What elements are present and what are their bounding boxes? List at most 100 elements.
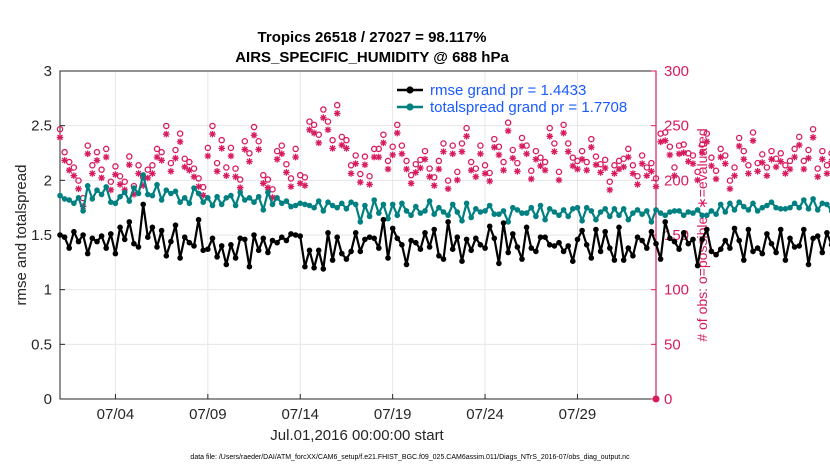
- totalspread-point: [154, 181, 160, 188]
- obs-evaluated-point: [490, 143, 498, 151]
- rmse-point: [496, 260, 502, 267]
- totalspread-point: [625, 216, 632, 223]
- rmse-point: [417, 246, 424, 252]
- obs-evaluated-point: [126, 161, 133, 169]
- obs-evaluated-point: [218, 145, 226, 152]
- obs-possible-point: [102, 145, 110, 153]
- obs-evaluated-point: [717, 153, 724, 161]
- obs-possible-point: [726, 177, 734, 184]
- obs-evaluated-point: [421, 155, 429, 163]
- totalspread-point: [491, 211, 498, 217]
- rmse-point: [491, 235, 498, 242]
- rmse-point: [768, 240, 775, 247]
- obs-evaluated-point: [712, 175, 720, 183]
- totalspread-point: [200, 199, 206, 205]
- totalspread-point: [385, 215, 391, 222]
- totalspread-point: [158, 197, 165, 203]
- rmse-point: [343, 256, 350, 262]
- obs-evaluated-point: [102, 153, 110, 161]
- x-tick-label: 07/14: [281, 406, 319, 423]
- obs-evaluated-point: [819, 155, 826, 163]
- obs-possible-point: [232, 165, 239, 172]
- rmse-point: [500, 220, 507, 226]
- obs-possible-point: [440, 140, 447, 147]
- obs-possible-point: [98, 166, 105, 173]
- obs-evaluated-point: [444, 185, 452, 193]
- totalspread-point: [745, 207, 752, 213]
- totalspread-point: [251, 199, 257, 205]
- totalspread-point: [403, 208, 410, 214]
- obs-evaluated-point: [657, 138, 664, 146]
- rmse-point: [639, 237, 645, 244]
- totalspread-point: [57, 192, 63, 199]
- rmse-point: [348, 248, 354, 255]
- legend-rmse-label: rmse grand pr = 1.4433: [430, 82, 586, 99]
- obs-evaluated-point: [777, 158, 785, 165]
- obs-evaluated-point: [130, 190, 138, 198]
- y-left-tick-label: 1.5: [31, 227, 52, 244]
- totalspread-point: [782, 206, 789, 212]
- obs-evaluated-point: [689, 160, 697, 167]
- data-file-footnote: data file: /Users/raeder/DAI/ATM_forcXX/…: [190, 454, 630, 461]
- x-axis-label: Jul.01,2016 00:00:00 start: [270, 427, 444, 444]
- obs-evaluated-point: [463, 133, 470, 140]
- rmse-point: [209, 235, 216, 242]
- obs-evaluated-point: [643, 172, 651, 179]
- totalspread-point: [556, 212, 562, 219]
- totalspread-point: [186, 200, 193, 207]
- obs-possible-point: [809, 125, 817, 133]
- totalspread-point: [676, 208, 682, 214]
- obs-possible-point: [541, 158, 549, 166]
- obs-evaluated-point: [93, 157, 101, 164]
- obs-possible-point: [782, 162, 789, 169]
- obs-possible-point: [481, 162, 489, 169]
- totalspread-point: [764, 202, 770, 209]
- y-right-tick-label: 50: [664, 336, 681, 353]
- obs-evaluated-point: [398, 150, 406, 158]
- rmse-point: [413, 239, 419, 246]
- totalspread-point: [583, 204, 590, 211]
- totalspread-point: [168, 190, 174, 197]
- rmse-point: [551, 243, 558, 249]
- totalspread-point: [759, 204, 766, 211]
- obs-possible-point: [555, 168, 563, 176]
- series-totalspread: [57, 172, 830, 225]
- obs-possible-point: [126, 153, 133, 160]
- totalspread-point: [805, 206, 812, 212]
- obs-possible-point: [491, 135, 498, 143]
- obs-possible-point: [292, 145, 299, 153]
- obs-evaluated-point: [236, 184, 244, 192]
- obs-possible-point: [338, 133, 346, 141]
- rmse-point: [570, 258, 576, 265]
- obs-possible-point: [500, 158, 507, 166]
- totalspread-point: [791, 200, 798, 207]
- rmse-point: [436, 253, 442, 259]
- rmse-point: [75, 238, 82, 245]
- obs-possible-point: [153, 145, 161, 153]
- rmse-point: [71, 228, 77, 235]
- obs-evaluated-point: [273, 155, 281, 163]
- obs-evaluated-point: [652, 183, 660, 190]
- totalspread-point: [283, 198, 290, 204]
- obs-evaluated-point: [745, 170, 752, 177]
- obs-possible-point: [643, 164, 651, 171]
- rmse-point: [218, 243, 225, 249]
- rmse-point: [717, 246, 724, 252]
- totalspread-point: [819, 200, 826, 207]
- totalspread-point: [477, 209, 484, 215]
- rmse-point: [177, 255, 183, 261]
- rmse-point: [468, 247, 475, 254]
- rmse-point: [588, 255, 595, 261]
- obs-possible-point: [329, 136, 336, 144]
- obs-evaluated-point: [347, 170, 355, 177]
- obs-evaluated-point: [343, 145, 350, 152]
- obs-possible-point: [458, 140, 466, 147]
- obs-evaluated-point: [384, 165, 392, 173]
- obs-possible-point: [260, 171, 267, 179]
- rmse-point: [657, 256, 664, 262]
- totalspread-point: [325, 199, 331, 205]
- obs-possible-point: [324, 118, 332, 125]
- obs-possible-point: [421, 147, 429, 155]
- obs-evaluated-point: [486, 177, 493, 185]
- rmse-point: [597, 248, 604, 255]
